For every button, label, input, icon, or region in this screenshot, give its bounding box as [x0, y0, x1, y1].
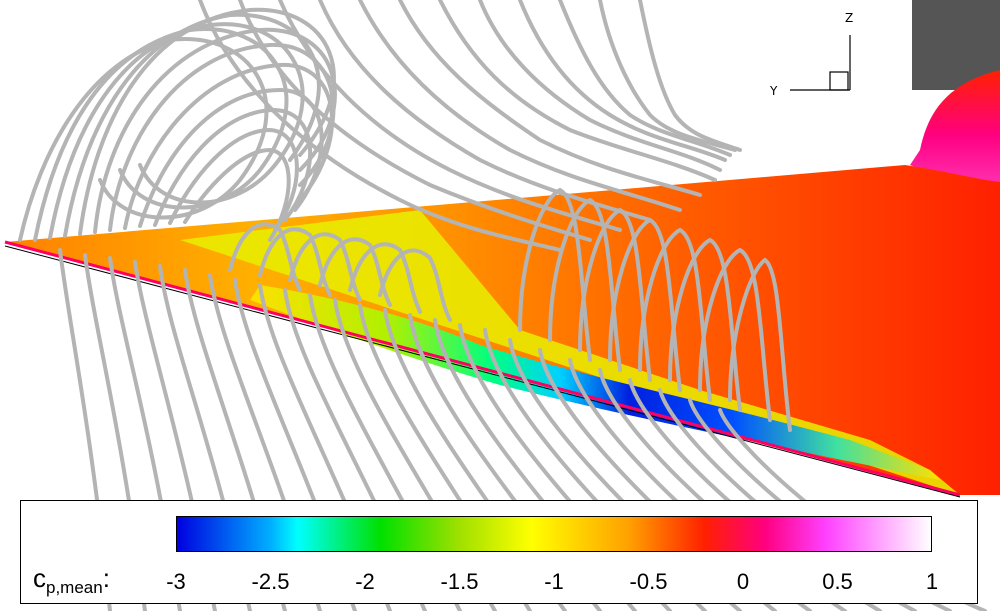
z-axis-label: Z: [845, 11, 854, 25]
axis-triad-icon: [790, 35, 851, 91]
colorbar-tick: 0.5: [822, 569, 853, 594]
fuselage-surface: [910, 70, 1000, 200]
colorbar-tick: -1.5: [440, 569, 479, 594]
colorbar-tick: -0.5: [629, 569, 668, 594]
colorbar-gradient: [176, 516, 932, 552]
legend-variable-label: cp,mean:: [33, 563, 110, 598]
fuselage-shadow: [912, 0, 1000, 90]
colorbar-tick: 1: [925, 569, 939, 594]
colorbar-tick: -2: [355, 569, 375, 594]
vortex-low-pressure-band: [250, 285, 940, 480]
colorbar-tick: -2.5: [251, 569, 290, 594]
colorbar-legend: cp,mean: -3 -2.5 -2 -1.5 -1 -0.5 0 0.5 1: [20, 500, 978, 604]
colorbar-tick: 0: [736, 569, 750, 594]
colorbar-tick: -1: [544, 569, 564, 594]
streamlines: [18, 0, 987, 611]
y-axis-label: Y: [770, 84, 778, 98]
colorbar-tick: -3: [166, 569, 186, 594]
